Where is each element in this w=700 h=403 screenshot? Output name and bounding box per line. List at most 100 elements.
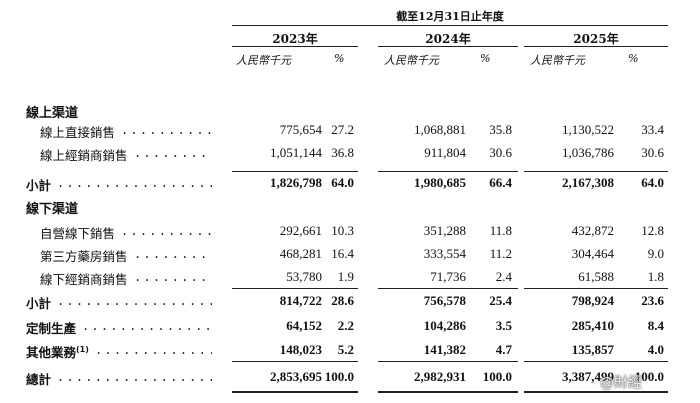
row-label: 線上直接銷售 [40,122,115,141]
rule-b-1 [232,288,358,289]
row-label-text: 線上直接銷售 [40,125,116,140]
leader-dots: ................... [82,319,212,333]
amount-cell: 351,288 [423,223,466,238]
row-label-text: 第三方藥房銷售 [40,249,128,264]
row-label: 線上經銷商銷售 [40,145,128,164]
unit-pct-2023: % [334,52,345,65]
unit-pct-2024: % [480,52,491,65]
row-label: 小計 [26,175,51,194]
leader-dots: ............. [134,270,212,284]
section-offline: 線下渠道 [26,202,79,217]
amount-cell: 756,578 [423,293,466,308]
rule-c-2 [378,361,518,362]
amount-cell: 1,068,881 [414,122,466,137]
rule-d-1 [232,391,358,393]
year-2025-header: 2025年 [573,32,619,46]
amount-cell: 148,023 [279,342,322,357]
leader-dots: ...................... [57,176,212,190]
percent-cell: 64.0 [641,175,664,190]
row-label-text: 定制生產 [26,321,77,336]
unit-amount-2025: 人民幣千元 [530,54,585,67]
amount-cell: 304,464 [571,246,614,261]
amount-cell: 1,826,798 [270,175,322,190]
percent-cell: 100.0 [482,369,512,384]
year-2024-header: 2024年 [425,32,471,46]
leader-dots: ............... [121,123,212,137]
row-label: 小計 [26,293,51,312]
amount-cell: 141,382 [423,342,466,357]
year-rule-2023 [232,46,358,47]
percent-cell: 33.4 [641,122,664,137]
amount-cell: 1,130,522 [562,122,614,137]
percent-cell: 30.6 [641,145,664,160]
percent-cell: 4.7 [495,342,512,357]
percent-cell: 66.4 [489,175,512,190]
unit-pct-2025: % [628,52,639,65]
unit-amount-2023: 人民幣千元 [236,54,291,67]
rule-c-3 [524,361,668,362]
amount-cell: 1,980,685 [414,175,466,190]
percent-cell: 8.4 [647,318,664,333]
percent-cell: 11.2 [489,246,512,261]
row-label: 總計 [26,369,51,388]
amount-cell: 775,654 [279,122,322,137]
percent-cell: 11.8 [489,223,512,238]
percent-cell: 35.8 [489,122,512,137]
amount-cell: 292,661 [279,223,322,238]
watermark: @財經 [600,375,642,391]
row-label-text: 小計 [26,178,52,193]
percent-cell: 100.0 [634,369,664,384]
amount-cell: 798,924 [571,293,614,308]
amount-cell: 2,853,695 [270,369,322,384]
amount-cell: 53,780 [286,269,322,284]
section-online: 線上渠道 [26,106,79,121]
percent-cell: 2.4 [495,269,512,284]
row-label-text: 線下經銷商銷售 [40,272,128,287]
percent-cell: 64.0 [331,175,354,190]
leader-dots: ............. [134,247,212,261]
row-label-text: 總計 [26,372,52,387]
percent-cell: 25.4 [489,293,512,308]
amount-cell: 333,554 [423,246,466,261]
rule-a-3 [524,171,668,172]
percent-cell: 9.0 [647,246,664,261]
row-label-text: 小計 [26,296,52,311]
row-label-text: 其他業務 [26,345,77,360]
percent-cell: 5.2 [337,342,354,357]
row-label: 第三方藥房銷售 [40,246,128,265]
amount-cell: 468,281 [279,246,322,261]
percent-cell: 30.6 [489,145,512,160]
amount-cell: 3,387,499 [562,369,614,384]
percent-cell: 100.0 [324,369,354,384]
leader-dots: ...................... [57,294,212,308]
amount-cell: 64,152 [286,318,322,333]
rule-b-2 [378,288,518,289]
leader-dots: ...................... [57,370,212,384]
unit-amount-2024: 人民幣千元 [384,54,439,67]
rule-d-2 [378,391,518,393]
row-label-text: 線上經銷商銷售 [40,148,128,163]
percent-cell: 23.6 [641,293,664,308]
amount-cell: 285,410 [571,318,614,333]
amount-cell: 432,872 [571,223,614,238]
year-rule-2025 [524,46,668,47]
row-label: 定制生產 [26,318,76,337]
rule-a-1 [232,171,358,172]
amount-cell: 71,736 [430,269,466,284]
period-header: 截至12月31日止年度 [396,10,504,23]
amount-cell: 104,286 [423,318,466,333]
row-label-text: 自營線下銷售 [40,226,116,241]
row-label: 線下經銷商銷售 [40,269,128,288]
year-2023-header: 2023年 [272,32,318,46]
rule-a-2 [378,171,518,172]
amount-cell: 1,036,786 [562,145,614,160]
footnote-marker: (1) [76,344,89,354]
rule-b-3 [524,288,668,289]
percent-cell: 27.2 [331,122,354,137]
percent-cell: 1.9 [337,269,354,284]
row-label: 自營線下銷售 [40,223,115,242]
header-top-rule [232,25,668,26]
amount-cell: 1,051,144 [270,145,322,160]
row-label: 其他業務(1) [26,342,89,361]
percent-cell: 10.3 [331,223,354,238]
